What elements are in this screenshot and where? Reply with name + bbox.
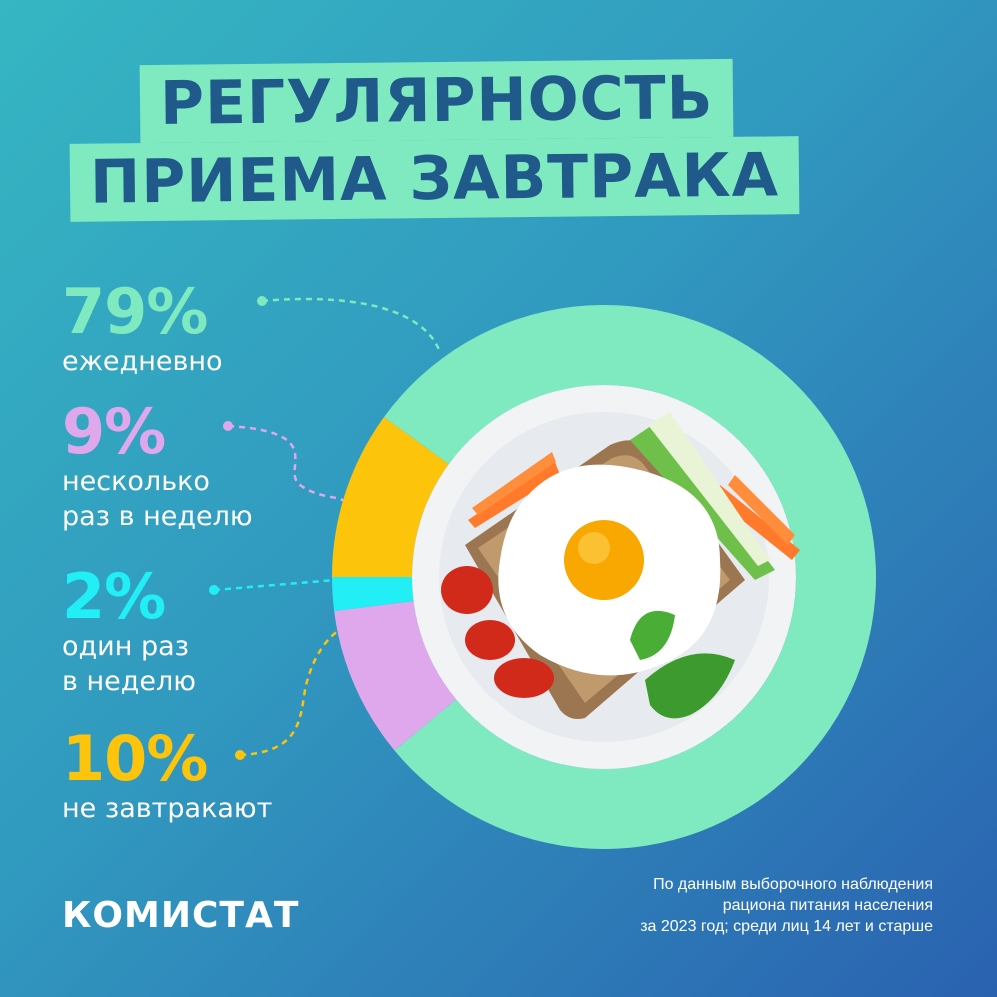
leader-line-several xyxy=(227,424,350,506)
tomato-icon-1 xyxy=(441,566,493,614)
parsley-icon xyxy=(645,653,735,719)
parsley-icon-2 xyxy=(630,610,675,660)
leader-line-daily xyxy=(261,297,442,353)
stat-once: 2% один раз в неделю xyxy=(62,565,196,699)
source-line-1: По данным выборочного наблюдения xyxy=(653,876,933,893)
brand-logo: КОМИСТАТ xyxy=(62,895,300,936)
stat-once-label-1: один раз xyxy=(62,631,190,662)
stat-several-label-2: раз в неделю xyxy=(62,501,253,532)
source-line-2: рациона питания населения xyxy=(722,897,933,914)
leader-line-once xyxy=(213,578,336,592)
slice-once xyxy=(332,577,414,612)
stat-several-label-1: несколько xyxy=(62,466,210,497)
tomato-icon-2 xyxy=(465,620,515,660)
stat-daily-percent: 79% xyxy=(62,275,208,348)
carrot-left-icon-2 xyxy=(472,452,556,515)
egg-yolk-highlight xyxy=(578,532,610,564)
leader-dot-several xyxy=(223,421,233,431)
leader-line-none xyxy=(239,628,341,757)
leader-dot-daily xyxy=(257,296,267,306)
stat-daily: 79% ежедневно xyxy=(62,280,223,379)
stat-none-label: не завтракают xyxy=(62,793,273,824)
tomato-icon-3 xyxy=(494,658,554,698)
stat-several: 9% несколько раз в неделю xyxy=(62,400,253,534)
stat-several-percent: 9% xyxy=(62,395,166,468)
slice-several xyxy=(334,601,457,751)
leader-dot-once xyxy=(209,585,219,595)
leader-dot-none xyxy=(235,750,245,760)
carrot-left-icon xyxy=(468,462,560,528)
stat-daily-label: ежедневно xyxy=(62,346,223,377)
slice-daily xyxy=(383,305,876,850)
source-note: По данным выборочного наблюдения рациона… xyxy=(513,874,933,937)
stat-none-percent: 10% xyxy=(62,722,208,795)
green-onion-icon-2 xyxy=(648,412,770,566)
carrot-right-icon-2 xyxy=(728,475,795,545)
stat-none: 10% не завтракают xyxy=(62,727,272,826)
stat-once-label-2: в неделю xyxy=(62,666,197,697)
slice-none xyxy=(332,417,449,577)
source-line-3: за 2023 год; среди лиц 14 лет и старше xyxy=(640,918,933,935)
stat-once-percent: 2% xyxy=(62,560,166,633)
carrot-right-icon xyxy=(712,485,800,560)
